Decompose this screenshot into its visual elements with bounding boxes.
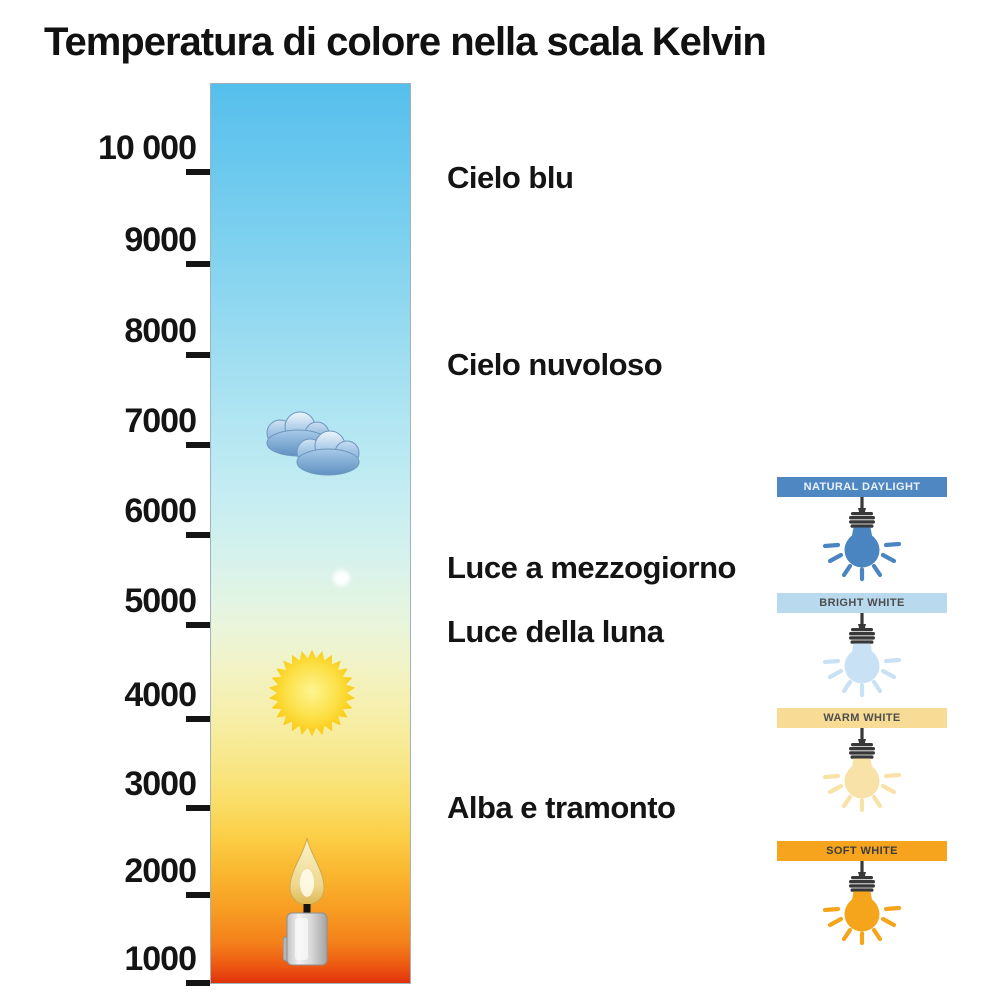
- bulb-banner-bright-white: BRIGHT WHITE: [777, 593, 947, 613]
- bulb-group-warm-white: WARM WHITE: [777, 708, 947, 813]
- axis-tick-label: 9000: [124, 221, 197, 259]
- axis-tick-label: 1000: [124, 940, 197, 978]
- axis-tick-label: 8000: [124, 312, 197, 350]
- moon-icon: [333, 570, 350, 586]
- axis-tick: [186, 169, 210, 175]
- axis-tick: [186, 980, 210, 986]
- axis-tick-label: 6000: [124, 492, 197, 530]
- candle-icon: [283, 837, 328, 966]
- bulb-banner-soft-white: SOFT WHITE: [777, 841, 947, 861]
- axis-tick-label: 4000: [124, 676, 197, 714]
- bulb-banner-warm-white: WARM WHITE: [777, 708, 947, 728]
- axis-tick: [186, 532, 210, 538]
- page-title: Temperatura di colore nella scala Kelvin: [44, 20, 767, 64]
- axis-tick: [186, 261, 210, 267]
- bulb-icon: [822, 861, 902, 946]
- axis-tick-label: 7000: [124, 402, 197, 440]
- annotation-label: Luce a mezzogiorno: [447, 550, 736, 585]
- axis-tick-label: 5000: [124, 582, 197, 620]
- axis-tick: [186, 892, 210, 898]
- bulb-banner-natural-daylight: NATURAL DAYLIGHT: [777, 477, 947, 497]
- annotation-label: Cielo blu: [447, 160, 574, 195]
- axis-tick-label: 2000: [124, 852, 197, 890]
- axis-tick-label: 10 000: [98, 129, 197, 167]
- annotation-label: Alba e tramonto: [447, 790, 676, 825]
- clouds-icon: [266, 411, 360, 476]
- sun-icon: [269, 649, 355, 737]
- bulb-icon: [822, 613, 902, 698]
- kelvin-gradient-bar: [210, 83, 411, 984]
- annotation-label: Luce della luna: [447, 614, 664, 649]
- bulb-group-bright-white: BRIGHT WHITE: [777, 593, 947, 698]
- annotation-label: Cielo nuvoloso: [447, 347, 663, 382]
- axis-tick-label: 3000: [124, 765, 197, 803]
- axis-tick: [186, 442, 210, 448]
- axis-tick: [186, 805, 210, 811]
- bulb-group-soft-white: SOFT WHITE: [777, 841, 947, 946]
- axis-tick: [186, 716, 210, 722]
- axis-tick: [186, 622, 210, 628]
- bulb-icon: [822, 728, 902, 813]
- bulb-group-natural-daylight: NATURAL DAYLIGHT: [777, 477, 947, 582]
- bulb-icon: [822, 497, 902, 582]
- axis-tick: [186, 352, 210, 358]
